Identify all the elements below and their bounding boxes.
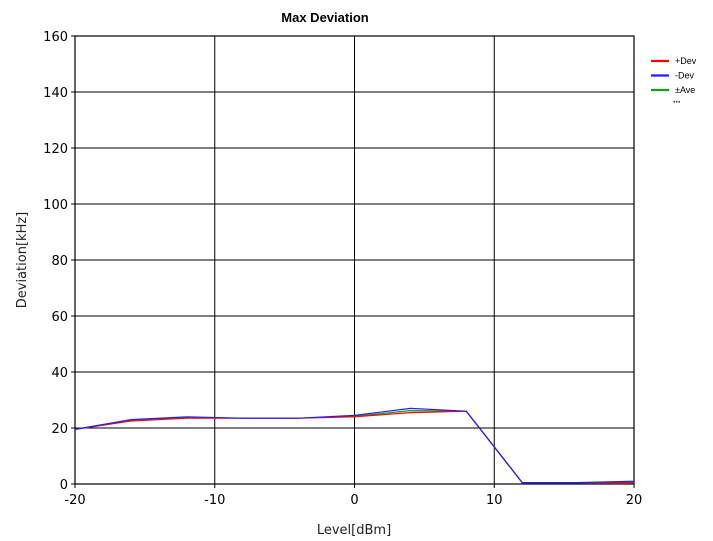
x-tick-label: -20: [64, 493, 85, 508]
x-tick-label: 0: [350, 493, 358, 508]
x-axis-title: Level[dBm]: [317, 523, 391, 538]
chart-title: Max Deviation: [281, 10, 368, 25]
x-tick-label: 10: [486, 493, 503, 508]
y-tick-label: 140: [43, 86, 68, 101]
tick-labels: 0 20 40 60 80 100 120 140 160 -20 -10 0 10 20: [43, 30, 642, 508]
y-tick-label: 120: [43, 142, 68, 157]
y-tick-label: 100: [43, 198, 68, 213]
legend-label: -Dev: [675, 71, 695, 81]
series-line-2: [74, 407, 635, 484]
y-tick-label: 80: [51, 254, 68, 269]
y-tick-label: 160: [43, 30, 68, 45]
series-layer: [74, 407, 635, 484]
plot-area-frame: [74, 35, 635, 485]
y-axis-title: Deviation[kHz]: [15, 212, 30, 308]
grid-layer: [71, 35, 635, 488]
y-tick-label: 20: [51, 422, 68, 437]
y-tick-label: 60: [51, 310, 68, 325]
y-tick-label: 0: [60, 478, 68, 493]
legend: +Dev -Dev ±Ave...: [651, 56, 697, 105]
legend-label: ±Ave: [675, 85, 695, 95]
x-tick-label: -10: [204, 493, 225, 508]
legend-more-indicator: ...: [673, 95, 681, 105]
y-tick-label: 40: [51, 366, 68, 381]
legend-label: +Dev: [675, 56, 697, 66]
x-tick-label: 20: [626, 493, 643, 508]
